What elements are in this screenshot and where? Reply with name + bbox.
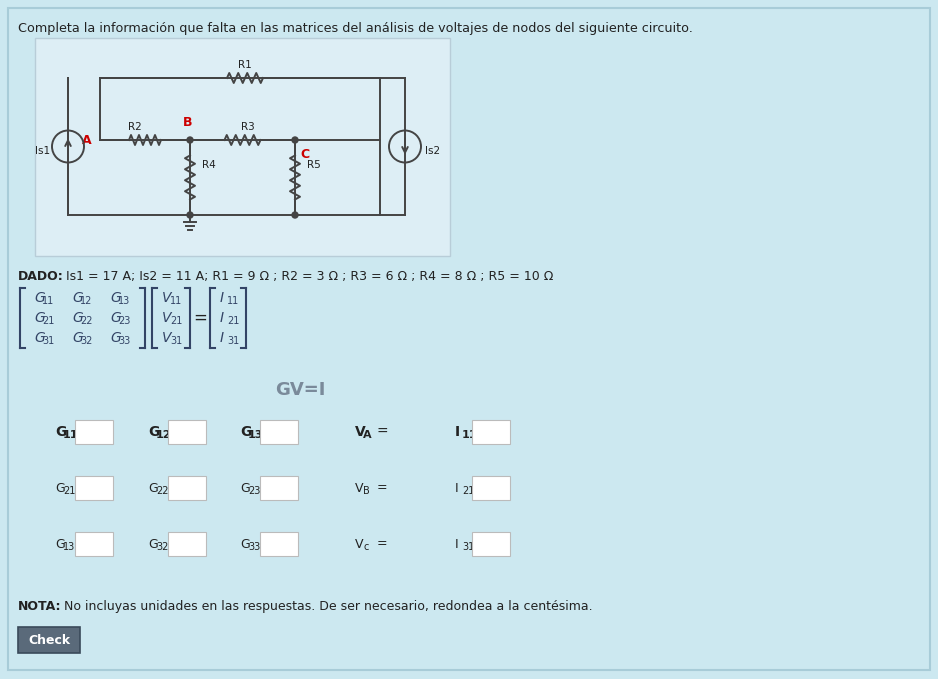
- Text: V: V: [355, 538, 364, 551]
- Bar: [472, 476, 510, 500]
- Text: Check: Check: [28, 634, 70, 646]
- Text: R5: R5: [307, 160, 321, 170]
- Text: 33: 33: [248, 542, 260, 552]
- Bar: [260, 532, 298, 556]
- Text: G: G: [148, 538, 158, 551]
- Text: C: C: [300, 149, 310, 162]
- Text: No incluyas unidades en las respuestas. De ser necesario, redondea a la centésim: No incluyas unidades en las respuestas. …: [60, 600, 593, 613]
- Text: I: I: [220, 311, 224, 325]
- Bar: [35, 38, 450, 256]
- Bar: [168, 420, 206, 444]
- Bar: [472, 532, 510, 556]
- Text: A: A: [363, 430, 371, 440]
- Text: G: G: [110, 331, 121, 345]
- Text: 13: 13: [63, 542, 75, 552]
- Text: V: V: [162, 311, 172, 325]
- Bar: [75, 532, 113, 556]
- Text: 32: 32: [156, 542, 169, 552]
- Circle shape: [292, 212, 298, 218]
- Text: 23: 23: [248, 486, 261, 496]
- Bar: [168, 532, 206, 556]
- Text: =: =: [377, 538, 387, 551]
- Text: 31: 31: [462, 542, 475, 552]
- Text: I: I: [220, 291, 224, 305]
- Text: G: G: [148, 425, 159, 439]
- Text: 21: 21: [170, 316, 182, 326]
- Text: G: G: [110, 291, 121, 305]
- Circle shape: [187, 137, 193, 143]
- Text: 21: 21: [462, 486, 475, 496]
- Text: G: G: [55, 481, 65, 494]
- Text: I: I: [220, 331, 224, 345]
- Text: V: V: [162, 291, 172, 305]
- Text: 11: 11: [170, 296, 182, 306]
- Text: V: V: [355, 481, 364, 494]
- Text: B: B: [183, 115, 192, 128]
- Text: Completa la información que falta en las matrices del análisis de voltajes de no: Completa la información que falta en las…: [18, 22, 693, 35]
- Bar: [75, 420, 113, 444]
- Text: 12: 12: [156, 430, 172, 440]
- Text: G: G: [55, 425, 67, 439]
- Text: G: G: [148, 481, 158, 494]
- Text: A: A: [83, 134, 92, 147]
- Text: 21: 21: [227, 316, 239, 326]
- Text: G: G: [240, 481, 250, 494]
- Text: V: V: [162, 331, 172, 345]
- Text: NOTA:: NOTA:: [18, 600, 62, 613]
- Text: 11: 11: [42, 296, 54, 306]
- Text: =: =: [377, 481, 387, 494]
- Text: c: c: [363, 542, 369, 552]
- Text: B: B: [363, 486, 370, 496]
- Text: G: G: [72, 311, 83, 325]
- Text: Is1 = 17 A; Is2 = 11 A; R1 = 9 Ω ; R2 = 3 Ω ; R3 = 6 Ω ; R4 = 8 Ω ; R5 = 10 Ω: Is1 = 17 A; Is2 = 11 A; R1 = 9 Ω ; R2 = …: [62, 270, 553, 283]
- Text: G: G: [110, 311, 121, 325]
- Text: G: G: [34, 311, 45, 325]
- Bar: [472, 420, 510, 444]
- Text: 21: 21: [42, 316, 54, 326]
- Text: 11: 11: [227, 296, 239, 306]
- Text: 33: 33: [118, 336, 130, 346]
- Bar: [260, 476, 298, 500]
- Text: GV=I: GV=I: [275, 381, 325, 399]
- Text: G: G: [34, 331, 45, 345]
- Text: V: V: [355, 425, 366, 439]
- Circle shape: [187, 212, 193, 218]
- Text: 11: 11: [63, 430, 79, 440]
- Text: 11: 11: [462, 430, 477, 440]
- Text: =: =: [377, 425, 388, 439]
- Text: =: =: [193, 309, 207, 327]
- Bar: [75, 476, 113, 500]
- Text: 22: 22: [156, 486, 169, 496]
- Text: Is1: Is1: [35, 147, 50, 156]
- Circle shape: [292, 137, 298, 143]
- Text: I: I: [455, 481, 459, 494]
- Text: G: G: [240, 538, 250, 551]
- Text: R3: R3: [241, 122, 254, 132]
- Text: 32: 32: [80, 336, 92, 346]
- Text: 31: 31: [227, 336, 239, 346]
- Text: 31: 31: [42, 336, 54, 346]
- Text: 12: 12: [80, 296, 92, 306]
- Text: I: I: [455, 538, 459, 551]
- Text: DADO:: DADO:: [18, 270, 64, 283]
- Text: 23: 23: [118, 316, 130, 326]
- Bar: [168, 476, 206, 500]
- Text: 22: 22: [80, 316, 93, 326]
- Text: Is2: Is2: [425, 147, 440, 156]
- Text: 31: 31: [170, 336, 182, 346]
- Bar: [18, 627, 80, 653]
- Text: G: G: [72, 331, 83, 345]
- Text: 13: 13: [118, 296, 130, 306]
- Text: G: G: [72, 291, 83, 305]
- Bar: [260, 420, 298, 444]
- Text: G: G: [55, 538, 65, 551]
- Text: R1: R1: [238, 60, 252, 70]
- Text: G: G: [240, 425, 251, 439]
- Text: I: I: [455, 425, 461, 439]
- Text: R2: R2: [129, 122, 142, 132]
- Text: 13: 13: [248, 430, 264, 440]
- Text: G: G: [34, 291, 45, 305]
- Text: R4: R4: [202, 160, 216, 170]
- Text: 21: 21: [63, 486, 75, 496]
